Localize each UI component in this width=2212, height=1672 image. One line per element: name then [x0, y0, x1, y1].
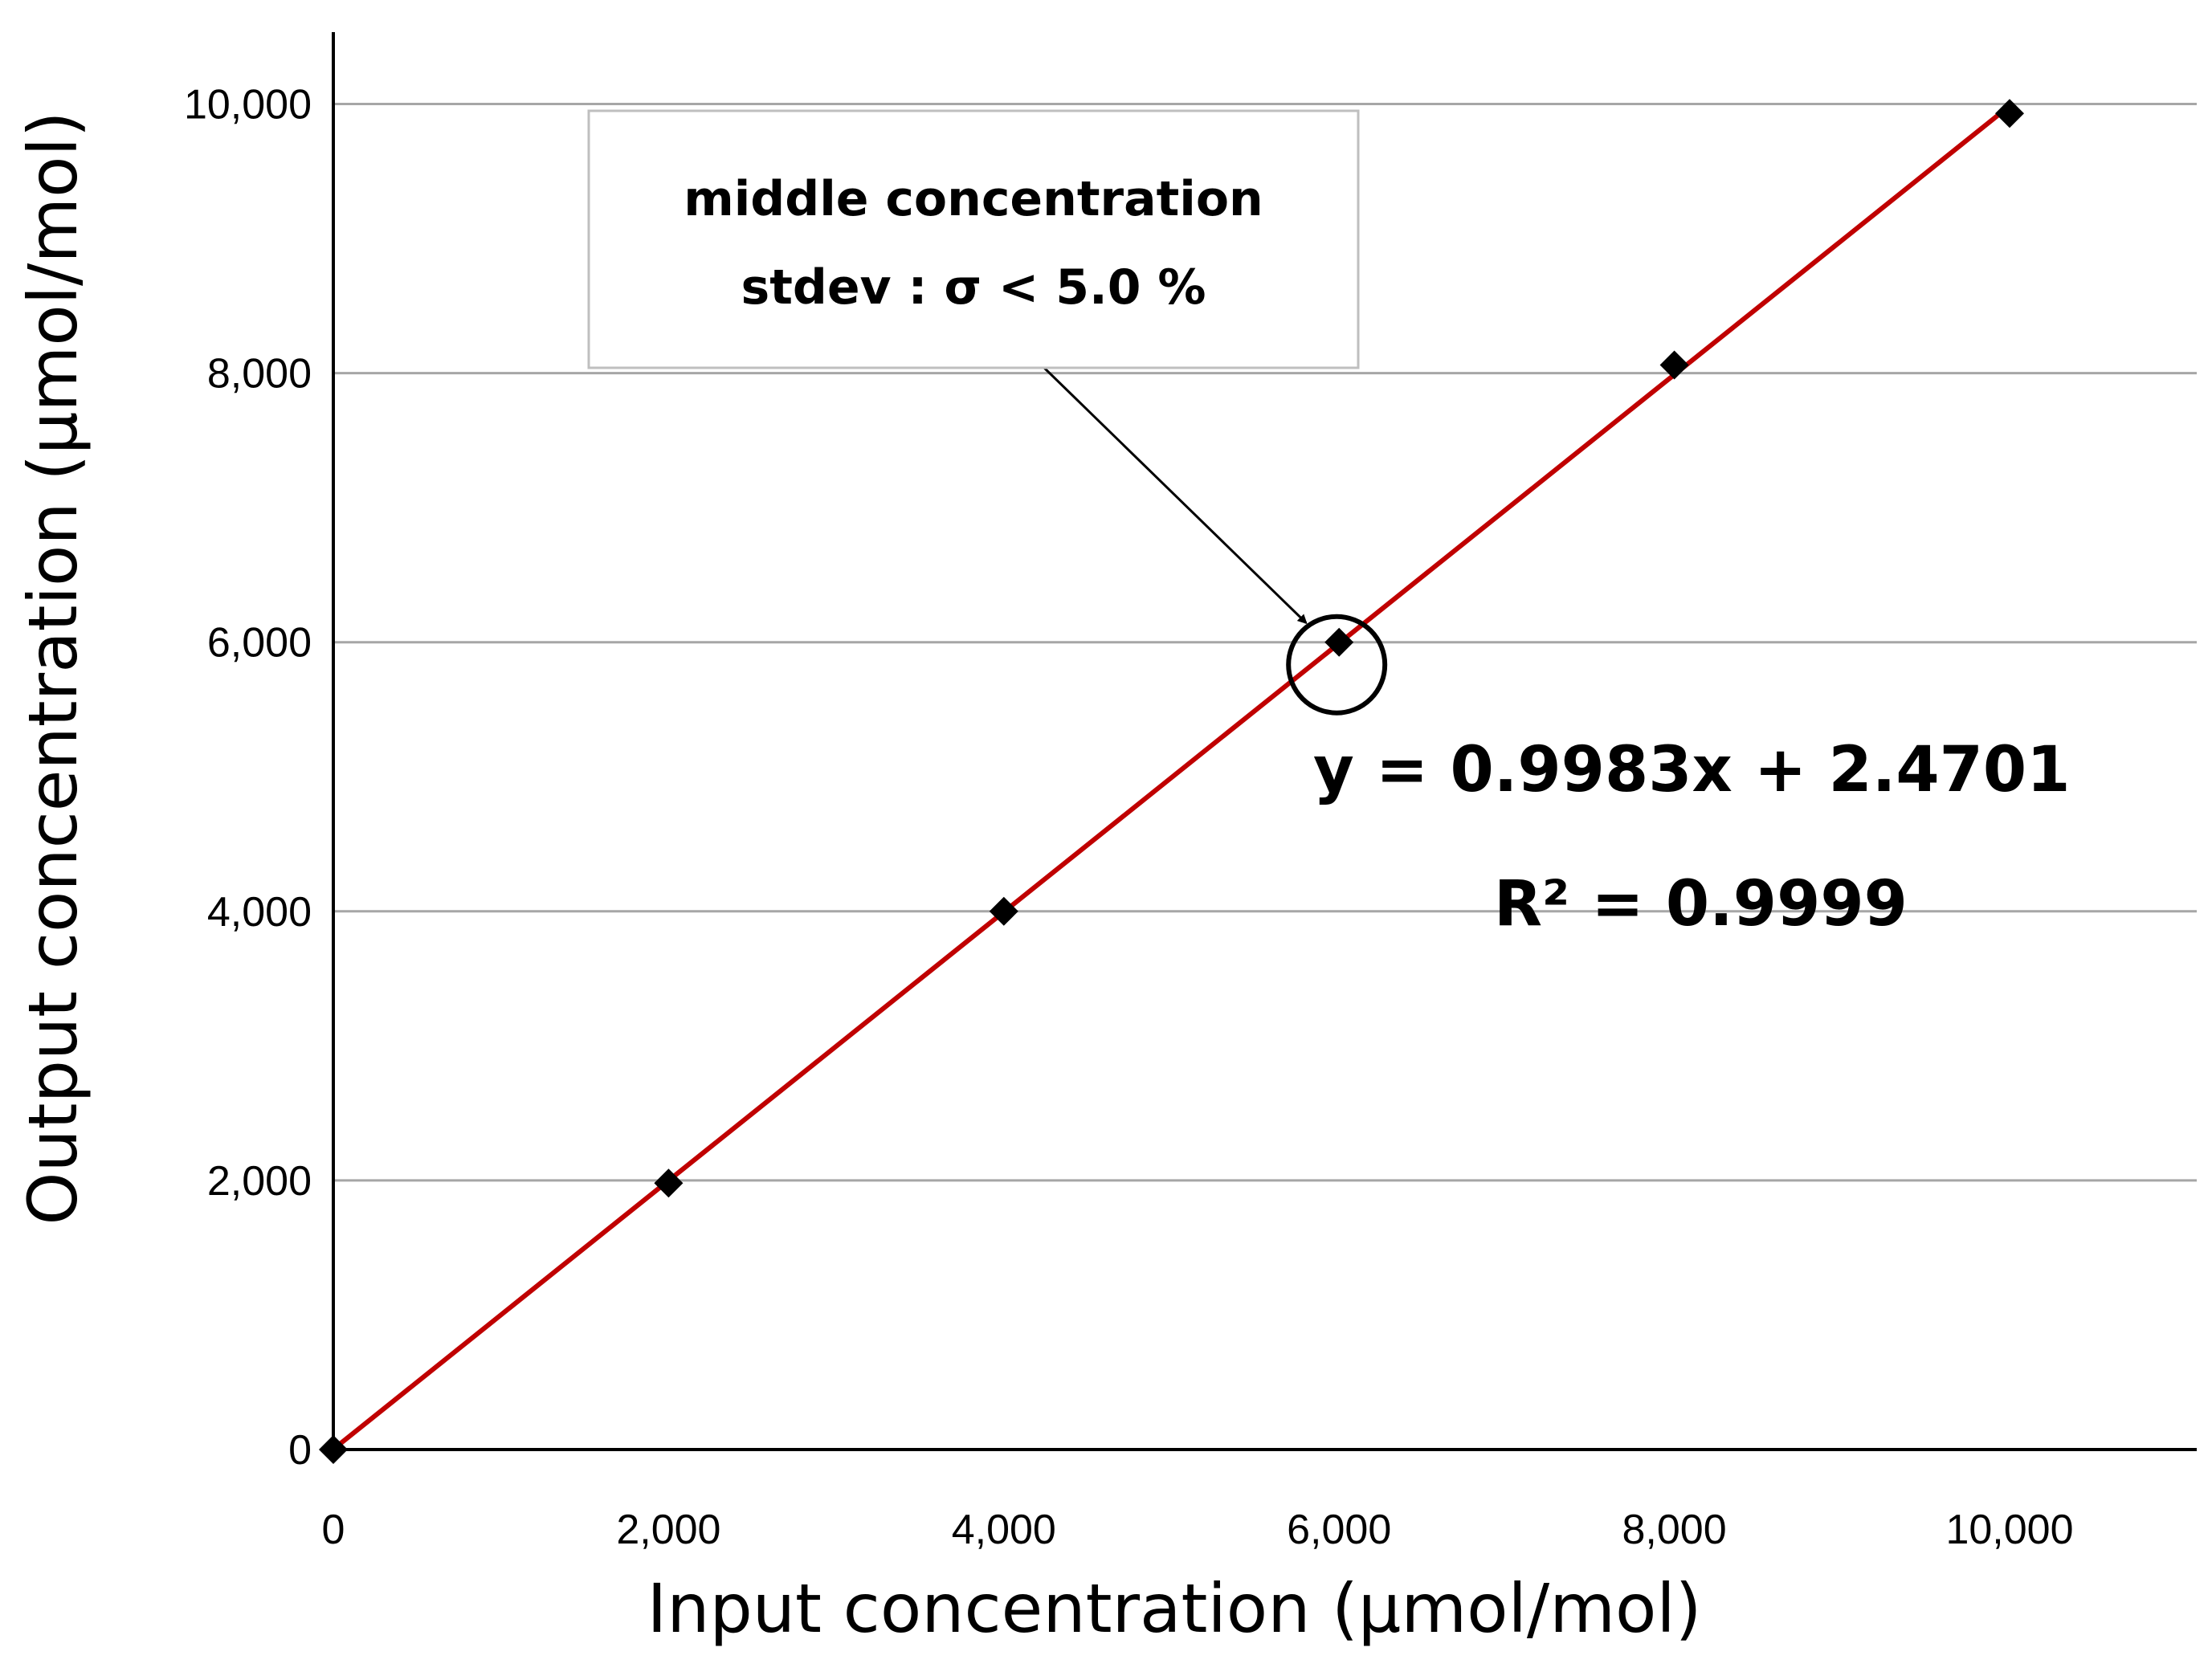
- trendline: [332, 104, 2011, 1451]
- x-tick-label: 4,000: [952, 1507, 1056, 1553]
- y-tick-label: 10,000: [184, 82, 312, 128]
- y-tick-label: 6,000: [207, 620, 312, 667]
- trendline-equation: y = 0.9983x + 2.4701: [1313, 734, 2070, 806]
- y-axis-title: Output concentration (μmol/mol): [14, 111, 92, 1225]
- y-tick-labels: 0 2,000 4,000 6,000 8,000 10,000: [184, 82, 312, 1474]
- x-tick-label: 6,000: [1287, 1507, 1391, 1553]
- y-tick-label: 2,000: [207, 1158, 312, 1205]
- data-point: [1995, 99, 2024, 128]
- x-tick-labels: 0 2,000 4,000 6,000 8,000 10,000: [322, 1507, 2074, 1553]
- x-tick-label: 10,000: [1945, 1507, 2073, 1553]
- data-point: [1659, 350, 1689, 380]
- y-tick-label: 4,000: [207, 889, 312, 936]
- callout-line-1: middle concentration: [684, 171, 1263, 227]
- x-axis-title: Input concentration (μmol/mol): [647, 1569, 1701, 1648]
- x-tick-label: 2,000: [616, 1507, 720, 1553]
- y-tick-label: 0: [288, 1427, 312, 1474]
- y-tick-label: 8,000: [207, 351, 312, 398]
- callout-line-2: stdev : σ < 5.0 %: [741, 259, 1206, 316]
- highlight-circle: [1286, 614, 1388, 716]
- data-point: [989, 896, 1018, 926]
- callout-arrow: [1043, 366, 1308, 625]
- callout-box: [587, 109, 1360, 369]
- x-tick-label: 0: [322, 1507, 345, 1553]
- data-point: [654, 1168, 684, 1198]
- r-squared: R² = 0.9999: [1494, 868, 1908, 940]
- x-tick-label: 8,000: [1622, 1507, 1727, 1553]
- data-point: [1324, 627, 1354, 657]
- data-point: [319, 1435, 348, 1464]
- gridlines: [333, 103, 2197, 1182]
- data-points: [319, 99, 2024, 1464]
